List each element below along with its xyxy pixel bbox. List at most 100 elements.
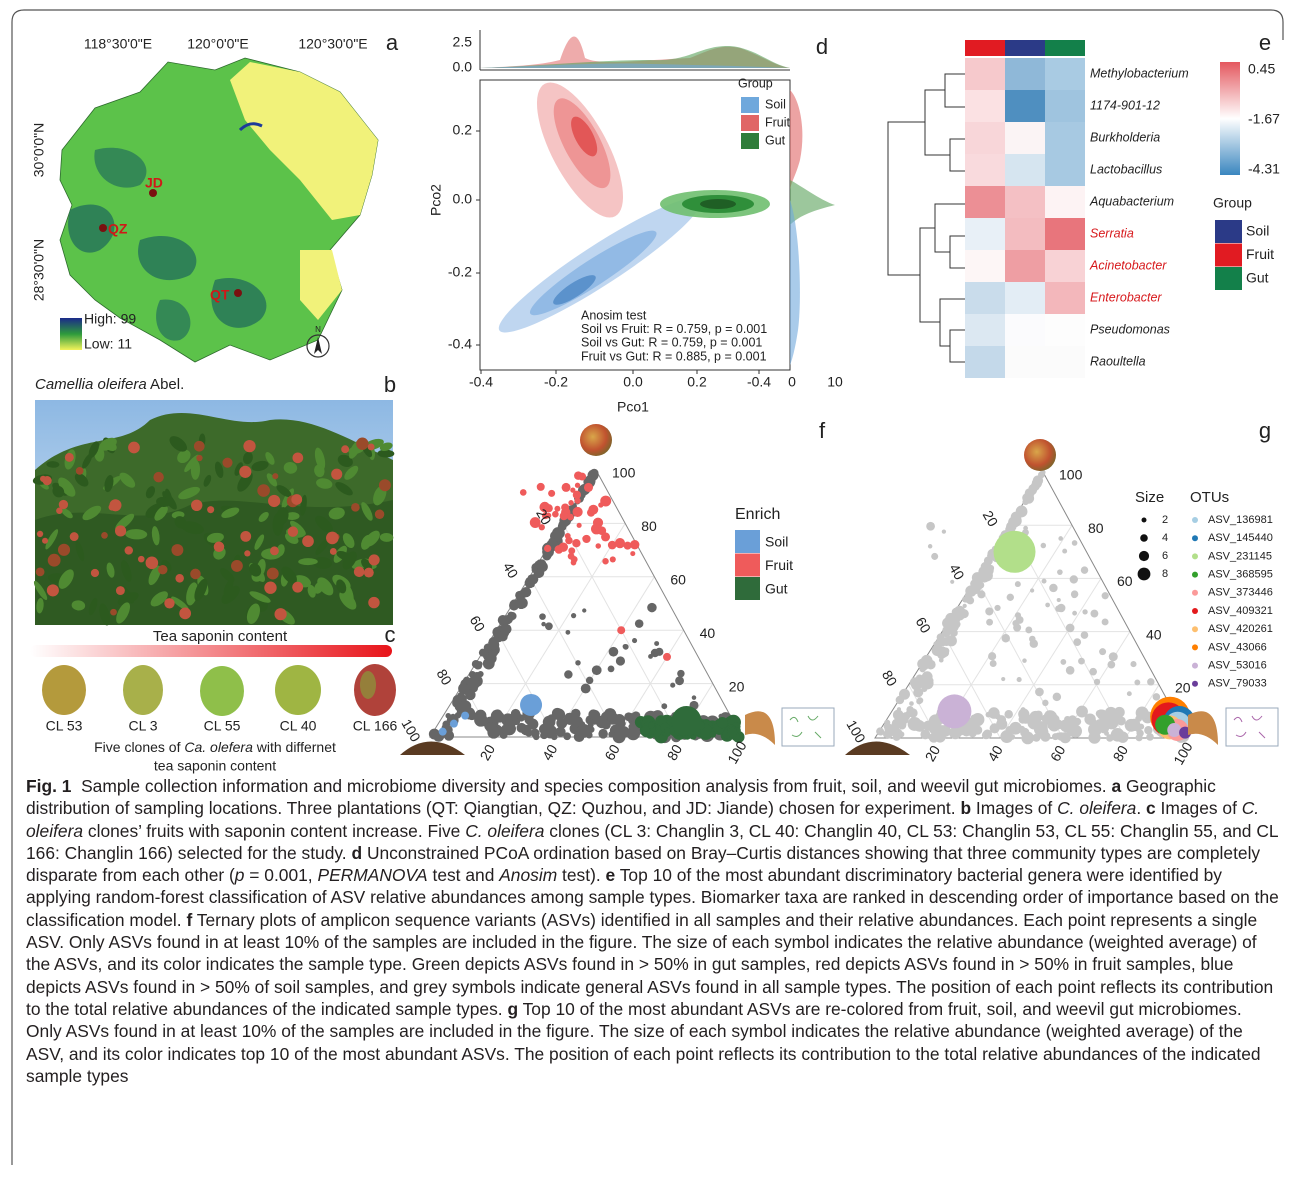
point (1042, 579, 1047, 584)
point (570, 488, 575, 493)
fruit (109, 499, 121, 511)
point (1089, 668, 1097, 676)
taxon-label: Serratia (1090, 226, 1134, 240)
point (1146, 733, 1154, 741)
point (994, 531, 1036, 573)
legend-label: Soil (1246, 223, 1269, 239)
size-label: 2 (1162, 514, 1168, 526)
point (608, 666, 615, 673)
point (692, 695, 697, 700)
fruit (330, 548, 337, 555)
legend-label: Fruit (1246, 246, 1274, 262)
heatmap-cell (965, 250, 1005, 282)
left-tick-label: 60 (913, 614, 935, 636)
fruit (191, 500, 202, 511)
legend-label: Soil (765, 534, 788, 550)
fruit (194, 441, 205, 452)
point (534, 570, 541, 577)
fruit (368, 597, 379, 608)
otu-key (1192, 644, 1198, 650)
fruit (331, 469, 342, 480)
point (540, 731, 548, 739)
right-tick-label: 60 (1117, 573, 1133, 589)
point (528, 575, 535, 582)
otu-key (1192, 681, 1198, 687)
legend-swatch (735, 530, 760, 553)
point (931, 553, 938, 560)
panel-letter: b (384, 372, 396, 397)
point (630, 551, 635, 556)
bottom-tick-label: 40 (539, 741, 561, 763)
fruit (270, 546, 279, 555)
caption-run: C. oleifera (1057, 798, 1136, 818)
point (1030, 588, 1034, 592)
point (648, 722, 655, 729)
point (1058, 536, 1063, 541)
point (1021, 732, 1034, 745)
taxon-label: Aquabacterium (1089, 194, 1174, 208)
group-header (1005, 40, 1045, 56)
point (1016, 506, 1028, 518)
point (618, 720, 625, 727)
point (577, 523, 582, 528)
point (1072, 540, 1078, 546)
heatmap-cell (1005, 154, 1045, 186)
figure-page: 118°30'0"E120°0'0"E120°30'0"E30°0'0"N28°… (0, 0, 1293, 1188)
fruit (76, 467, 84, 475)
point (560, 545, 566, 551)
ternary-plot (429, 469, 745, 744)
taxon-label: Enterobacter (1090, 290, 1162, 304)
point (1053, 693, 1061, 701)
point (568, 500, 573, 505)
fruit (42, 538, 48, 544)
fruit (292, 582, 303, 593)
point (517, 723, 527, 733)
fruit (153, 472, 163, 482)
fruit (146, 557, 159, 570)
y-tick-label: 0.0 (453, 59, 473, 75)
left-tick-label: 40 (946, 561, 968, 583)
fruit (231, 560, 243, 572)
otu-label: ASV_231145 (1208, 550, 1272, 562)
point (489, 639, 499, 649)
point (610, 556, 616, 562)
point (939, 658, 944, 663)
point (962, 596, 968, 602)
point (984, 564, 993, 573)
clone-label: CL 55 (204, 718, 241, 734)
otu-label: ASV_79033 (1208, 678, 1267, 690)
fruit (302, 535, 314, 547)
site-marker (234, 289, 242, 297)
right-tick-label: 100 (612, 465, 636, 481)
legend-swatch (735, 577, 760, 600)
colorbar-label: 0.45 (1248, 61, 1275, 77)
point (574, 471, 583, 480)
heatmap-cell (965, 90, 1005, 122)
otu-label: ASV_409321 (1208, 605, 1273, 617)
north-label: N (315, 325, 321, 334)
point (1081, 631, 1089, 639)
point (572, 539, 580, 547)
x-tick-label: 10 (827, 374, 843, 390)
gradient-label: Tea saponin content (153, 628, 288, 645)
fruit (291, 494, 302, 505)
point (648, 654, 653, 659)
point (1041, 543, 1046, 548)
fruit (292, 452, 303, 463)
point (942, 530, 946, 534)
point (582, 608, 586, 612)
otu-label: ASV_145440 (1208, 532, 1273, 544)
point (661, 703, 667, 709)
fruit (240, 531, 251, 542)
site-label: QZ (108, 221, 128, 237)
heatmap-cell (1045, 218, 1085, 250)
caption-run: test). (557, 865, 605, 885)
group-header (965, 40, 1005, 56)
fruit (207, 506, 214, 513)
x-tick-label: 0.0 (623, 374, 643, 390)
fruit (326, 532, 339, 545)
point (670, 683, 675, 688)
heatmap-cell (1045, 58, 1085, 90)
point (1102, 618, 1109, 625)
point (977, 590, 985, 598)
